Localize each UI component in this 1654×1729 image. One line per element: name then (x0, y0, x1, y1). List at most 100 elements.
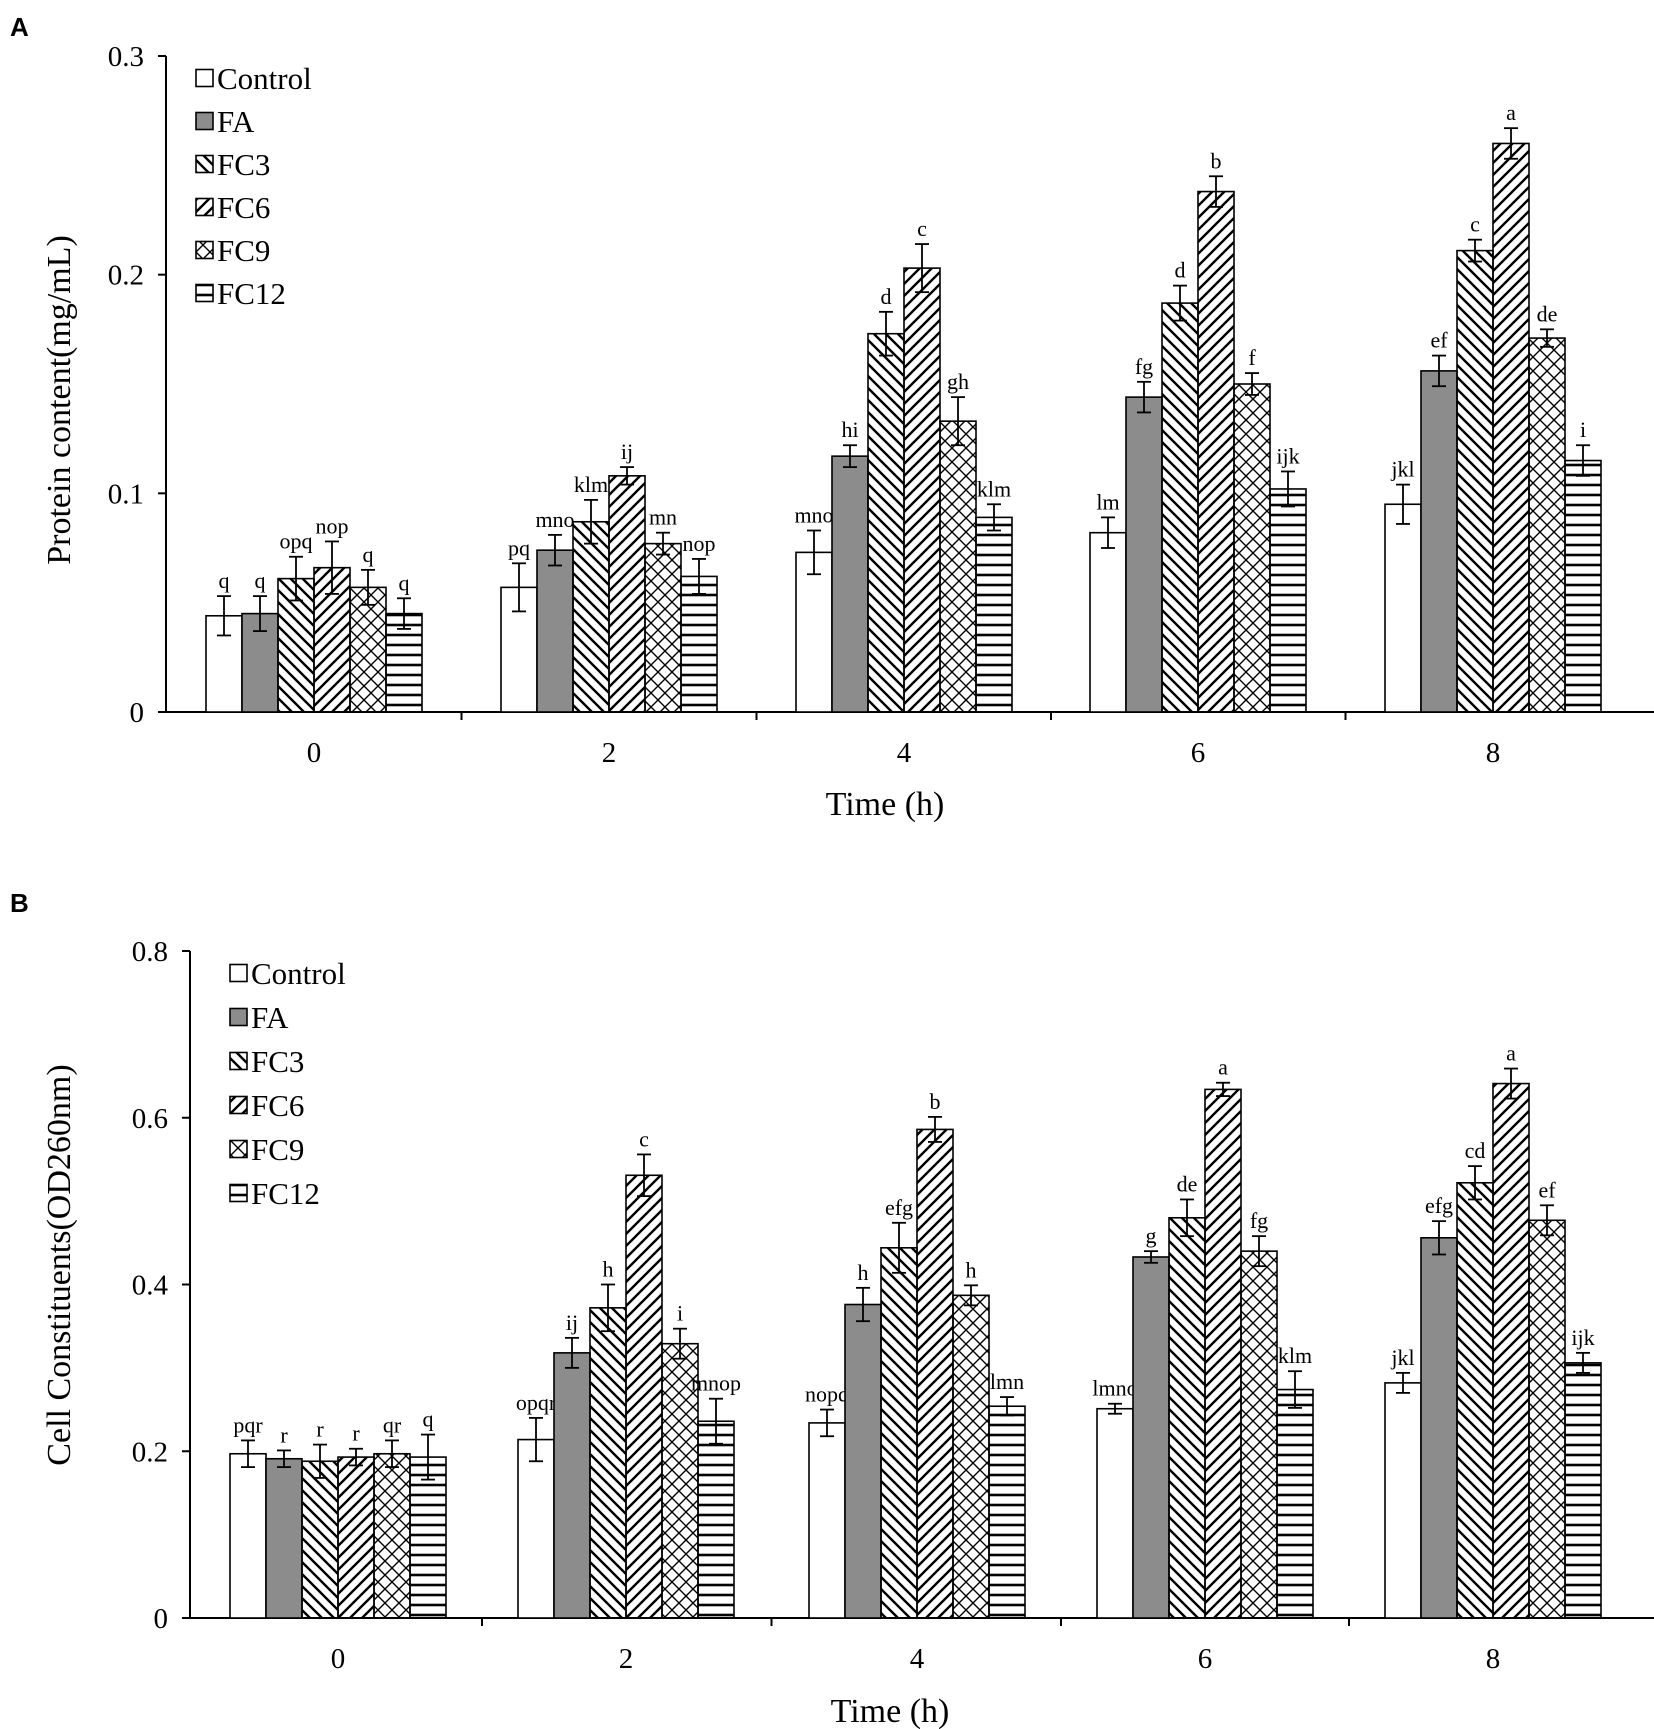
panel-b-significance-label-fc12-t8: ijk (1571, 1325, 1594, 1350)
panel-b-significance-label-fc12-t0: q (423, 1407, 434, 1432)
panel-b-bar-fc3-t0 (301, 1460, 339, 1619)
panel-b-bar-fc12-t6 (1276, 1388, 1314, 1619)
panel-a-error-bar-fc3-t2 (584, 498, 598, 545)
panel-b-significance-label-fc3-t6: de (1177, 1171, 1198, 1196)
panel-a-x-tick-label-8: 8 (1486, 737, 1501, 769)
panel-b-error-bar-fc9-t4 (964, 1284, 978, 1307)
panel-b-error-bar-fa-t0 (277, 1449, 291, 1468)
panel-a-error-bar-fc6-t0 (325, 540, 339, 595)
panel-b-bar-fc3-t4 (880, 1247, 918, 1619)
panel-a-x-tick-label-0: 0 (307, 737, 322, 769)
panel-b-error-bar-fc12-t6 (1288, 1370, 1302, 1409)
panel-a-bar-fc12-t0 (385, 612, 423, 713)
panel-b-bar-fa-t2 (553, 1352, 591, 1619)
panel-b-bar-fc6-t0 (337, 1456, 375, 1619)
panel-a-significance-label-control-t4: mno (794, 503, 833, 528)
panel-a-legend-swatch-control (195, 68, 214, 88)
panel-a-bar-fc9-t8 (1528, 337, 1566, 713)
panel-b-error-bar-fc3-t8 (1468, 1165, 1482, 1201)
panel-b-significance-label-fc3-t8: cd (1465, 1138, 1486, 1163)
panel-a-error-bar-control-t2 (512, 562, 526, 613)
panel-a-legend-swatch-fc3 (195, 154, 214, 174)
panel-a-legend-label-fc9: FC9 (217, 233, 270, 268)
panel-b-error-bar-fc12-t8 (1576, 1351, 1590, 1374)
panel-b-significance-label-fc3-t2: h (603, 1257, 614, 1282)
panel-b-significance-label-fc12-t2: mnop (691, 1371, 741, 1396)
panel-b-legend-label-fc6: FC6 (251, 1088, 304, 1123)
panel-b-error-bar-control-t8 (1396, 1371, 1410, 1394)
panel-b-error-bar-fc12-t0 (421, 1433, 435, 1481)
panel-a-significance-label-fc6-t0: nop (316, 513, 349, 538)
panel-a-bar-control-t8 (1384, 503, 1422, 713)
panel-a-significance-label-fc9-t8: de (1537, 301, 1558, 326)
panel-b-significance-label-fc6-t0: r (352, 1421, 360, 1446)
panel-a-error-bar-fc6-t6 (1209, 175, 1223, 208)
panel-b-significance-label-control-t8: jkl (1390, 1345, 1414, 1370)
panel-b-error-bar-fc12-t4 (1000, 1396, 1014, 1417)
panel-a-significance-label-fc3-t6: d (1175, 258, 1186, 283)
panel-b-error-bar-control-t6 (1108, 1402, 1122, 1415)
panel-a-error-bar-fc9-t8 (1540, 328, 1554, 348)
panel-a-x-tick-label-4: 4 (897, 737, 912, 769)
panel-b-error-bar-fc3-t4 (892, 1221, 906, 1274)
panel-b-legend-label-fa: FA (251, 1000, 289, 1035)
panel-a-significance-label-control-t2: pq (508, 535, 530, 560)
panel-b-bar-control-t4 (808, 1422, 846, 1619)
panel-b-error-bar-fc3-t0 (313, 1443, 327, 1479)
panel-b-significance-label-fc6-t6: a (1218, 1055, 1228, 1080)
panel-a-significance-label-fc6-t4: c (917, 216, 927, 241)
panel-b-bar-control-t0 (229, 1452, 267, 1619)
panel-a-significance-label-fc9-t6: f (1248, 345, 1256, 370)
panel-b-error-bar-fc6-t0 (349, 1447, 363, 1467)
panel-b-significance-label-fc12-t6: klm (1278, 1343, 1312, 1368)
panel-a-error-bar-fc3-t8 (1468, 238, 1482, 263)
panel-b-bar-fc6-t4 (916, 1128, 954, 1619)
panel-b-error-bar-fc6-t4 (928, 1116, 942, 1143)
panel-a-significance-label-fc6-t6: b (1211, 148, 1222, 173)
panel-b-error-bar-fa-t6 (1144, 1250, 1158, 1264)
panel-a-legend-swatch-fc12 (195, 283, 214, 303)
panel-a-significance-label-fa-t0: q (255, 568, 266, 593)
panel-a-letter: A (10, 12, 29, 42)
panel-a-bar-fc6-t6 (1197, 190, 1235, 713)
panel-b-error-bar-fc9-t8 (1540, 1204, 1554, 1237)
panel-b-error-bar-fc6-t2 (637, 1153, 651, 1198)
panel-b-significance-label-control-t2: opqr (516, 1390, 557, 1415)
panel-b-x-tick-label-4: 4 (910, 1643, 925, 1675)
panel-b-error-bar-fc3-t6 (1180, 1198, 1194, 1238)
panel-b-significance-label-fc9-t6: fg (1250, 1208, 1268, 1233)
panel-a-bar-fc12-t2 (680, 575, 718, 713)
panel-a-error-bar-fc12-t6 (1281, 470, 1295, 508)
panel-b-error-bar-control-t2 (529, 1417, 543, 1463)
panel-a-x-tick-label-2: 2 (602, 737, 617, 769)
panel-b-legend-swatch-fc9 (229, 1139, 248, 1159)
panel-b-bar-fa-t4 (844, 1303, 882, 1619)
panel-b-error-bar-fa-t2 (565, 1336, 579, 1369)
panel-a-error-bar-fc3-t4 (879, 310, 893, 357)
panel-a-error-bar-fc12-t8 (1576, 444, 1590, 477)
panel-b-error-bar-fc9-t2 (673, 1327, 687, 1360)
panel-b-x-tick-label-6: 6 (1198, 1643, 1213, 1675)
panel-b-legend-swatch-fc12 (229, 1183, 248, 1203)
panel-a-significance-label-control-t8: jkl (1390, 457, 1414, 482)
panel-b-error-bar-fc12-t2 (709, 1397, 723, 1445)
panel-b-legend-swatch-fc6 (229, 1095, 248, 1115)
panel-a-significance-label-control-t0: q (219, 568, 230, 593)
panel-b-y-tick-label: 0.2 (132, 1436, 168, 1468)
panel-a-error-bar-fc6-t2 (620, 466, 634, 486)
panel-b-significance-label-fa-t8: efg (1425, 1193, 1453, 1218)
panel-a-legend-swatch-fc6 (195, 197, 214, 217)
panel-a-bar-fc6-t4 (903, 267, 941, 713)
panel-b-y-tick-label: 0.6 (132, 1103, 168, 1135)
panel-a-significance-label-fc12-t4: klm (977, 476, 1011, 501)
panel-b-legend-label-fc3: FC3 (251, 1044, 304, 1079)
panel-a-significance-label-fc12-t2: nop (683, 531, 716, 556)
panel-a-y-tick-label: 0.1 (108, 478, 144, 510)
panel-a-significance-label-fc9-t0: q (363, 542, 374, 567)
panel-a-legend-label-fc12: FC12 (217, 276, 286, 311)
panel-b-significance-label-fa-t6: g (1146, 1223, 1157, 1248)
panel-b-error-bar-fc9-t0 (385, 1439, 399, 1468)
panel-b-x-axis-title: Time (h) (831, 1693, 950, 1729)
panel-b-significance-label-fa-t2: ij (566, 1310, 578, 1335)
panel-a-significance-label-fa-t8: ef (1430, 328, 1448, 353)
